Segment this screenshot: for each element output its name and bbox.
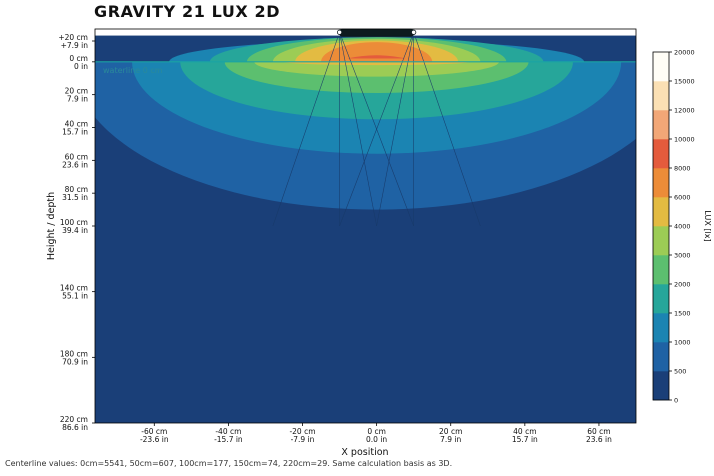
fixture-endpoint <box>336 29 343 35</box>
y-tick-label-in: 70.9 in <box>62 357 88 366</box>
y-tick-label-cm: 220 cm <box>60 415 88 424</box>
colorbar-tick-label: 10000 <box>674 136 695 144</box>
contour-band-lower <box>254 61 499 77</box>
y-tick-label-in: 23.6 in <box>62 160 88 169</box>
colorbar-tick-label: 0 <box>674 397 678 405</box>
colorbar-tick-label: 1500 <box>674 310 691 318</box>
light-ray <box>413 32 481 227</box>
x-axis-label: X position <box>341 447 388 458</box>
y-axis: +20 cm+7.9 in 0 cm0 in 20 cm7.9 in 40 cm15.… <box>58 33 95 432</box>
y-tick-label-cm: 0 cm <box>69 54 88 63</box>
x-tick-label-in: 15.7 in <box>512 435 538 444</box>
colorbar-segment <box>653 284 669 314</box>
colorbar-tick-label: 1000 <box>674 339 691 347</box>
colorbar-label: LUX [lx] <box>703 210 712 241</box>
colorbar-segment <box>653 139 669 169</box>
colorbar-segment <box>653 110 669 140</box>
light-ray <box>272 32 340 227</box>
y-tick-label-in: 31.5 in <box>62 193 88 202</box>
x-tick-label-cm: 20 cm <box>439 427 462 436</box>
colorbar-tick-label: 15000 <box>674 78 695 86</box>
y-tick-label-cm: 40 cm <box>65 120 88 129</box>
colorbar-tick-label: 12000 <box>674 107 695 115</box>
colorbar: 0 500 1000 1500 2000 3000 4000 6000 8000 10000 120… <box>652 49 695 405</box>
fixture-body <box>339 28 415 37</box>
colorbar-tick-label: 8000 <box>674 165 691 173</box>
colorbar-segment <box>653 313 669 343</box>
x-tick-label-cm: -20 cm <box>289 427 315 436</box>
x-tick-label-in: -7.9 in <box>291 435 315 444</box>
colorbar-segment <box>653 226 669 256</box>
y-tick-label-in: 86.6 in <box>62 423 88 432</box>
colorbar-tick-label: 4000 <box>674 223 691 231</box>
x-tick-label-cm: -40 cm <box>215 427 241 436</box>
colorbar-segment <box>653 168 669 198</box>
colorbar-tick-label: 6000 <box>674 194 691 202</box>
chart-title: GRAVITY 21 LUX 2D <box>94 2 281 21</box>
y-tick-label-in: 15.7 in <box>62 128 88 137</box>
y-tick-label-in: 7.9 in <box>67 95 88 104</box>
contour-band-peak <box>346 55 407 59</box>
waterline: waterline 0 cm <box>95 61 636 75</box>
x-axis: -60 cm-23.6 in -40 cm-15.7 in -20 cm-7.9 i… <box>140 423 612 444</box>
x-tick-label-cm: -60 cm <box>141 427 167 436</box>
y-tick-label-in: 39.4 in <box>62 226 88 235</box>
light-ray-lines <box>272 32 481 227</box>
colorbar-tick-label: 20000 <box>674 49 695 57</box>
y-tick-label-cm: 80 cm <box>65 185 88 194</box>
colorbar-segment <box>653 197 669 227</box>
x-tick-label-in: 0.0 in <box>366 435 387 444</box>
contour-band-lower <box>283 61 470 66</box>
colorbar-segment <box>653 342 669 372</box>
footer-note: Centerline values: 0cm=5541, 50cm=607, 1… <box>5 459 453 468</box>
waterline-label: waterline 0 cm <box>103 66 163 75</box>
y-tick-label-in: +7.9 in <box>61 41 89 50</box>
fixture-marker <box>336 28 417 37</box>
x-tick-label-in: -23.6 in <box>140 435 169 444</box>
y-tick-label-in: 55.1 in <box>62 292 88 301</box>
colorbar-segment <box>653 52 669 82</box>
y-axis-label: Height / depth <box>46 192 57 260</box>
x-tick-label-in: 23.6 in <box>586 435 612 444</box>
light-ray <box>339 32 377 227</box>
x-tick-label-in: -15.7 in <box>214 435 243 444</box>
x-tick-label-in: 7.9 in <box>440 435 461 444</box>
colorbar-segment <box>653 81 669 111</box>
fixture-endpoint <box>411 29 417 35</box>
light-ray <box>339 32 414 227</box>
y-tick-label-cm: +20 cm <box>58 33 88 42</box>
x-tick-label-cm: 40 cm <box>513 427 536 436</box>
x-tick-label-cm: 60 cm <box>587 427 610 436</box>
y-tick-label-cm: 20 cm <box>65 87 88 96</box>
contour-fills <box>95 37 636 210</box>
colorbar-segment <box>653 255 669 285</box>
y-tick-label-in: 0 in <box>74 62 88 71</box>
y-tick-label-cm: 60 cm <box>65 152 88 161</box>
light-ray <box>376 32 414 227</box>
y-tick-label-cm: 100 cm <box>60 218 88 227</box>
y-tick-label-cm: 180 cm <box>60 349 88 358</box>
colorbar-tick-label: 3000 <box>674 252 691 260</box>
colorbar-tick-label: 2000 <box>674 281 691 289</box>
colorbar-segment <box>653 371 669 401</box>
y-tick-label-cm: 140 cm <box>60 284 88 293</box>
colorbar-tick-label: 500 <box>674 368 686 376</box>
x-tick-label-cm: 0 cm <box>367 427 386 436</box>
